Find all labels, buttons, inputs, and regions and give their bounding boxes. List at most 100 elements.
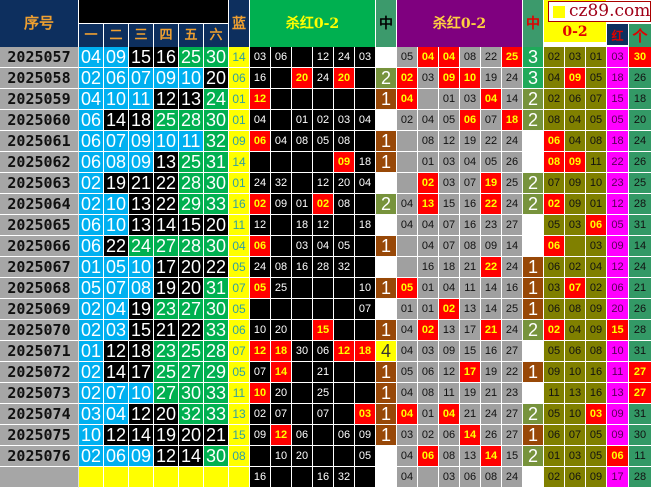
mid2-count [523, 131, 544, 152]
kill1-cell: 02 [313, 110, 334, 131]
kill1-cell: 12 [250, 341, 271, 362]
kill1-cell [271, 299, 292, 320]
mid1-count [376, 110, 397, 131]
table-row: 2025073 02 07 10 27 30 33 11 10 20 25 1 04 08 11 19 21 23… [0, 383, 652, 404]
kill1-cell [292, 320, 313, 341]
tail3-cell: 10 [565, 362, 586, 383]
mid1-count: 1 [376, 425, 397, 446]
kill1-cell: 02 [250, 404, 271, 425]
kill1-cell: 24 [250, 257, 271, 278]
kill1-cell: 18 [355, 215, 376, 236]
tail3-cell: 07 [544, 173, 565, 194]
last-col-cell: 28 [629, 467, 652, 488]
table-row: 2025063 02 19 21 22 28 30 01 24 32 12 20 04 02 03 07 19 2… [0, 173, 652, 194]
kill2-cell: 02 [439, 299, 460, 320]
kill2-cell: 04 [460, 152, 481, 173]
kill2-cell: 01 [418, 404, 439, 425]
blue-ball: 01 [229, 110, 250, 131]
tail3-cell: 09 [586, 299, 607, 320]
tail3-cell: 04 [544, 68, 565, 89]
red-ball: 17 [154, 257, 179, 278]
tail3-cell: 04 [565, 320, 586, 341]
mid2-count: 3 [523, 47, 544, 68]
mid1-count [376, 299, 397, 320]
kill1-cell [271, 467, 292, 488]
red-ball: 10 [129, 257, 154, 278]
kill1-cell [334, 278, 355, 299]
tail3-cell: 10 [586, 173, 607, 194]
kill1-cell [334, 362, 355, 383]
kill1-cell: 20 [334, 68, 355, 89]
kill1-cell [313, 299, 334, 320]
kill2-cell: 11 [460, 278, 481, 299]
header-blue: 蓝 [229, 0, 250, 47]
tail3-cell: 04 [565, 131, 586, 152]
serial-cell: 2025076 [0, 446, 79, 467]
kill2-cell: 25 [502, 299, 523, 320]
kill2-cell: 14 [460, 425, 481, 446]
red-ball: 27 [179, 299, 204, 320]
serial-cell: 2025066 [0, 236, 79, 257]
kill1-cell: 04 [313, 236, 334, 257]
red-ball: 28 [179, 236, 204, 257]
red-col-cell: 09 [607, 236, 629, 257]
kill2-cell: 26 [502, 152, 523, 173]
mid1-count [376, 47, 397, 68]
kill2-cell: 06 [418, 362, 439, 383]
kill2-cell: 16 [481, 341, 502, 362]
red-col-cell: 05 [607, 110, 629, 131]
red-ball: 32 [204, 131, 229, 152]
mid1-count: 1 [376, 152, 397, 173]
last-col-cell: 24 [629, 131, 652, 152]
tail3-cell: 11 [544, 383, 565, 404]
red-ball: 01 [79, 341, 104, 362]
table-row: 2025070 02 03 15 21 22 33 06 10 20 15 1 04 02 13 17 21 24… [0, 320, 652, 341]
red-ball: 24 [204, 89, 229, 110]
kill1-cell: 06 [334, 425, 355, 446]
red-ball: 08 [129, 278, 154, 299]
red-ball: 11 [179, 131, 204, 152]
kill1-cell: 07 [271, 404, 292, 425]
serial-cell: 2025057 [0, 47, 79, 68]
red-ball: 17 [129, 362, 154, 383]
tail3-cell: 01 [586, 194, 607, 215]
tail3-cell: 05 [544, 404, 565, 425]
kill2-cell: 08 [439, 446, 460, 467]
kill2-cell: 21 [481, 320, 502, 341]
kill2-cell [397, 131, 418, 152]
blue-ball: 14 [229, 152, 250, 173]
table-row: 2025064 02 10 13 22 29 33 16 02 09 01 02 08 2 04 13 15 16… [0, 194, 652, 215]
red-ball: 28 [204, 341, 229, 362]
tail3-cell: 06 [565, 89, 586, 110]
kill1-cell: 15 [313, 320, 334, 341]
red-ball: 33 [204, 383, 229, 404]
last-col-cell: 26 [629, 299, 652, 320]
red-col-cell: 06 [607, 446, 629, 467]
kill1-cell: 09 [250, 425, 271, 446]
kill1-cell [271, 236, 292, 257]
kill1-cell: 04 [355, 110, 376, 131]
watermark: cz89.com [548, 1, 651, 22]
kill2-cell: 04 [418, 215, 439, 236]
kill1-cell: 32 [271, 173, 292, 194]
red-ball [129, 467, 154, 488]
kill2-cell: 05 [439, 110, 460, 131]
kill1-cell: 07 [355, 299, 376, 320]
kill2-cell: 05 [397, 278, 418, 299]
kill1-cell: 03 [355, 47, 376, 68]
tail3-cell: 01 [544, 446, 565, 467]
last-col-cell: 27 [629, 362, 652, 383]
kill1-cell: 12 [313, 47, 334, 68]
kill1-cell: 10 [250, 383, 271, 404]
kill2-cell: 04 [397, 341, 418, 362]
kill2-cell: 05 [481, 152, 502, 173]
kill1-cell [292, 89, 313, 110]
last-col-cell: 20 [629, 110, 652, 131]
kill1-cell: 09 [334, 152, 355, 173]
red-ball: 03 [104, 320, 129, 341]
kill1-cell: 24 [334, 47, 355, 68]
kill1-cell: 25 [271, 278, 292, 299]
results-table: 2025057 04 09 15 16 25 30 14 03 06 12 24 03 05 04 04 08 2… [0, 47, 652, 488]
serial-cell: 2025073 [0, 383, 79, 404]
header-kill1: 杀红0-2 [250, 0, 376, 47]
